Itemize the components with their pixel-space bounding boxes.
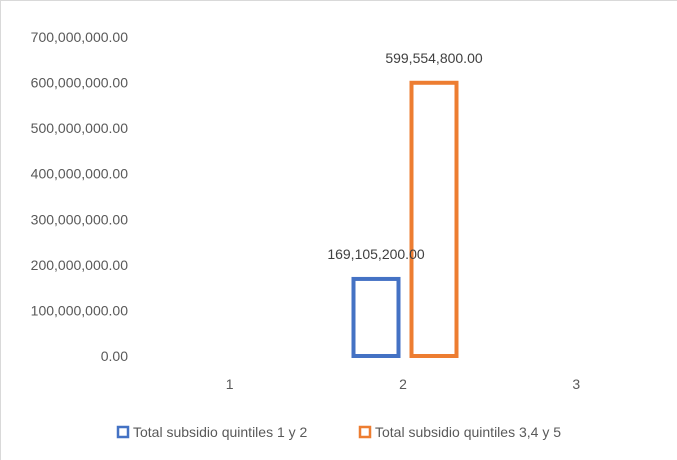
y-tick-label: 200,000,000.00 <box>31 257 129 273</box>
x-tick-label: 1 <box>226 376 234 392</box>
legend-label: Total subsidio quintiles 1 y 2 <box>133 424 308 440</box>
x-axis-ticks: 1 2 3 <box>226 376 581 392</box>
y-tick-label: 100,000,000.00 <box>31 302 129 318</box>
data-label: 599,554,800.00 <box>385 50 483 66</box>
y-tick-label: 500,000,000.00 <box>31 120 129 136</box>
y-tick-label: 600,000,000.00 <box>31 75 129 91</box>
y-tick-label: 300,000,000.00 <box>31 211 129 227</box>
legend-swatch <box>116 425 130 439</box>
legend: Total subsidio quintiles 1 y 2 Total subs… <box>116 424 561 440</box>
x-tick-label: 2 <box>399 376 407 392</box>
y-tick-label: 700,000,000.00 <box>31 29 129 45</box>
bar <box>351 276 401 358</box>
bars <box>351 80 459 358</box>
y-axis-ticks: 0.00 100,000,000.00 200,000,000.00 300,000,… <box>31 29 129 364</box>
bar <box>409 80 459 358</box>
x-tick-label: 3 <box>572 376 580 392</box>
data-labels: 169,105,200.00 599,554,800.00 <box>327 50 483 262</box>
legend-label: Total subsidio quintiles 3,4 y 5 <box>375 424 561 440</box>
y-tick-label: 400,000,000.00 <box>31 166 129 182</box>
legend-swatch <box>358 425 372 439</box>
y-tick-label: 0.00 <box>101 348 128 364</box>
data-label: 169,105,200.00 <box>327 246 425 262</box>
